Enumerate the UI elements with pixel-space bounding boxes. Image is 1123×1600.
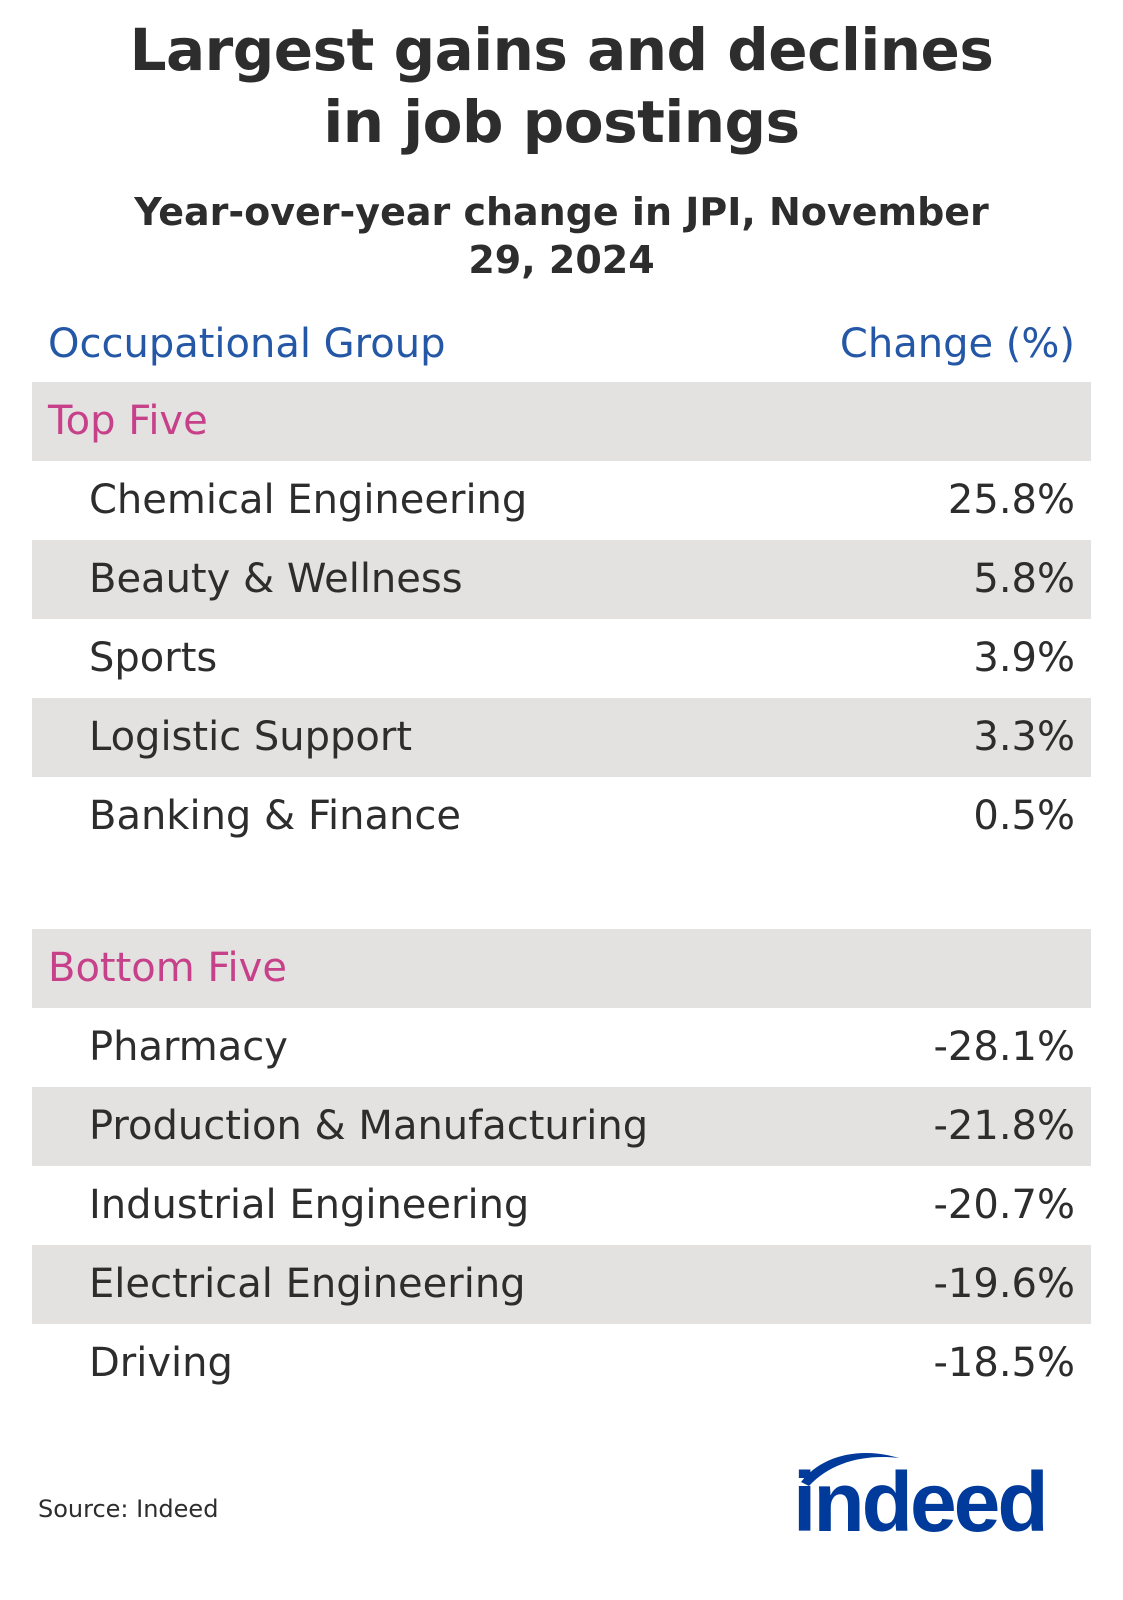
table-row: Industrial Engineering -20.7% bbox=[32, 1166, 1091, 1245]
table-row: Production & Manufacturing -21.8% bbox=[32, 1087, 1091, 1166]
logo-arc-icon bbox=[801, 1452, 899, 1486]
logo-wordmark: indeed bbox=[793, 1455, 1049, 1549]
column-header-group: Occupational Group bbox=[48, 321, 446, 367]
column-header-change: Change (%) bbox=[839, 321, 1075, 367]
table-row: Electrical Engineering -19.6% bbox=[32, 1245, 1091, 1324]
chart-title: Largest gains and declines in job postin… bbox=[0, 14, 1123, 158]
section-label: Bottom Five bbox=[48, 945, 287, 991]
chart-subtitle: Year-over-year change in JPI, November 2… bbox=[60, 188, 1063, 284]
row-value: 0.5% bbox=[973, 793, 1075, 839]
bottom-five-table: Bottom Five Pharmacy -28.1% Production &… bbox=[32, 929, 1091, 1403]
table-row: Driving -18.5% bbox=[32, 1324, 1091, 1403]
row-value: 3.3% bbox=[973, 714, 1075, 760]
chart-title-line-2: in job postings bbox=[323, 88, 800, 156]
row-label: Production & Manufacturing bbox=[89, 1103, 649, 1149]
row-value: -28.1% bbox=[933, 1024, 1075, 1070]
table-row: Banking & Finance 0.5% bbox=[32, 777, 1091, 856]
row-label: Beauty & Wellness bbox=[89, 556, 463, 602]
row-value: -18.5% bbox=[933, 1340, 1075, 1386]
row-label: Chemical Engineering bbox=[89, 477, 528, 523]
top-five-table: Top Five Chemical Engineering 25.8% Beau… bbox=[32, 382, 1091, 856]
row-value: -19.6% bbox=[933, 1261, 1075, 1307]
row-value: 25.8% bbox=[947, 477, 1075, 523]
table-row: Pharmacy -28.1% bbox=[32, 1008, 1091, 1087]
table-row: Logistic Support 3.3% bbox=[32, 698, 1091, 777]
section-header-top-five: Top Five bbox=[32, 382, 1091, 461]
row-label: Driving bbox=[89, 1340, 233, 1386]
row-label: Logistic Support bbox=[89, 714, 413, 760]
chart-title-line-1: Largest gains and declines bbox=[129, 16, 994, 84]
row-label: Electrical Engineering bbox=[89, 1261, 526, 1307]
row-value: -21.8% bbox=[933, 1103, 1075, 1149]
chart-subtitle-line-1: Year-over-year change in JPI, November bbox=[134, 190, 989, 234]
table-row: Chemical Engineering 25.8% bbox=[32, 461, 1091, 540]
row-label: Pharmacy bbox=[89, 1024, 288, 1070]
table-row: Beauty & Wellness 5.8% bbox=[32, 540, 1091, 619]
row-label: Industrial Engineering bbox=[89, 1182, 530, 1228]
indeed-logo: indeed bbox=[793, 1448, 1083, 1558]
row-label: Sports bbox=[89, 635, 218, 681]
row-value: 5.8% bbox=[973, 556, 1075, 602]
chart-subtitle-line-2: 29, 2024 bbox=[468, 238, 655, 282]
source-note: Source: Indeed bbox=[38, 1495, 219, 1523]
section-label: Top Five bbox=[48, 398, 208, 444]
row-label: Banking & Finance bbox=[89, 793, 461, 839]
row-value: 3.9% bbox=[973, 635, 1075, 681]
table-row: Sports 3.9% bbox=[32, 619, 1091, 698]
row-value: -20.7% bbox=[933, 1182, 1075, 1228]
section-header-bottom-five: Bottom Five bbox=[32, 929, 1091, 1008]
